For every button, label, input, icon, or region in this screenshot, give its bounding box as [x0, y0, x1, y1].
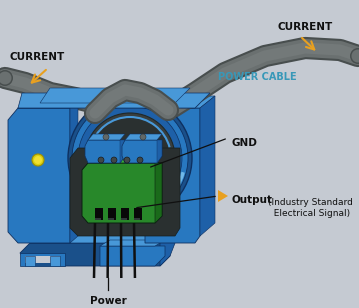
Polygon shape: [20, 243, 170, 266]
Polygon shape: [108, 218, 114, 220]
Polygon shape: [134, 218, 140, 220]
Polygon shape: [145, 96, 215, 108]
Polygon shape: [125, 134, 162, 140]
Polygon shape: [100, 240, 165, 246]
Polygon shape: [70, 148, 180, 236]
Circle shape: [351, 50, 359, 63]
Polygon shape: [82, 163, 162, 223]
Polygon shape: [25, 256, 60, 266]
Text: CURRENT: CURRENT: [10, 52, 65, 62]
Circle shape: [98, 157, 104, 163]
Polygon shape: [200, 96, 215, 236]
Circle shape: [124, 157, 130, 163]
Polygon shape: [121, 208, 129, 220]
Text: Output: Output: [231, 195, 272, 205]
Text: POWER CABLE: POWER CABLE: [218, 72, 297, 82]
Polygon shape: [18, 96, 82, 108]
Circle shape: [0, 71, 11, 84]
Text: (Industry Standard
  Electrical Signal): (Industry Standard Electrical Signal): [268, 198, 353, 218]
Circle shape: [68, 96, 192, 220]
Circle shape: [72, 100, 188, 216]
Circle shape: [137, 157, 143, 163]
Polygon shape: [25, 256, 35, 266]
Circle shape: [32, 154, 44, 166]
Polygon shape: [100, 246, 165, 266]
Polygon shape: [70, 103, 78, 243]
Circle shape: [90, 118, 170, 198]
Circle shape: [350, 48, 359, 64]
Polygon shape: [40, 88, 190, 103]
Polygon shape: [85, 140, 125, 163]
Polygon shape: [25, 263, 60, 266]
Circle shape: [103, 134, 109, 140]
Polygon shape: [155, 163, 162, 223]
Polygon shape: [145, 108, 200, 243]
Circle shape: [34, 156, 42, 164]
Polygon shape: [8, 108, 70, 243]
Text: CURRENT: CURRENT: [278, 22, 333, 32]
Polygon shape: [108, 208, 116, 220]
Polygon shape: [134, 208, 142, 220]
Text: GND: GND: [231, 138, 257, 148]
Polygon shape: [88, 156, 162, 163]
Polygon shape: [218, 190, 228, 202]
Circle shape: [140, 134, 146, 140]
Polygon shape: [95, 218, 101, 220]
Polygon shape: [121, 218, 127, 220]
Polygon shape: [88, 134, 125, 140]
Polygon shape: [160, 230, 175, 266]
Polygon shape: [122, 140, 162, 163]
Polygon shape: [18, 103, 200, 108]
Polygon shape: [50, 256, 60, 266]
Circle shape: [111, 157, 117, 163]
Polygon shape: [95, 208, 103, 220]
Circle shape: [85, 113, 175, 203]
Polygon shape: [157, 140, 162, 163]
Polygon shape: [120, 140, 125, 163]
Text: Power
Supply: Power Supply: [88, 296, 128, 308]
Polygon shape: [30, 230, 175, 243]
Circle shape: [0, 70, 13, 86]
Polygon shape: [18, 93, 210, 108]
Polygon shape: [20, 253, 65, 266]
Circle shape: [78, 106, 182, 210]
